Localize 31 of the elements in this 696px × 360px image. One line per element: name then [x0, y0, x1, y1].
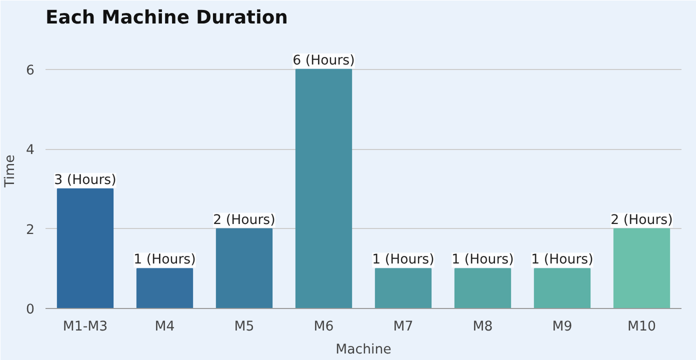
- bar: [295, 68, 352, 308]
- chart-title: Each Machine Duration: [46, 8, 288, 28]
- bar: [454, 268, 512, 308]
- y-axis-title: Time: [3, 154, 18, 188]
- bar: [56, 188, 114, 308]
- y-tick-label: 6: [26, 63, 35, 78]
- bar: [136, 268, 194, 308]
- data-label: 1 (Hours): [372, 252, 434, 268]
- x-tick-label: M4: [154, 320, 175, 334]
- bar: [216, 228, 273, 308]
- data-label: 2 (Hours): [213, 212, 276, 228]
- data-label: 2 (Hours): [610, 212, 673, 228]
- x-tick-label: M10: [628, 320, 656, 334]
- y-tick-label: 2: [26, 222, 35, 238]
- y-tick-label: 0: [26, 302, 35, 318]
- bar: [613, 228, 670, 308]
- x-tick-label: M7: [393, 320, 414, 334]
- data-label: 1 (Hours): [134, 252, 196, 268]
- bar: [374, 268, 432, 308]
- x-axis-title: Machine: [336, 342, 392, 358]
- data-label: 3 (Hours): [54, 172, 116, 188]
- x-tick-label: M5: [234, 320, 254, 334]
- data-label: 1 (Hours): [531, 252, 594, 268]
- x-tick-label: M8: [472, 320, 493, 334]
- bar: [534, 268, 591, 308]
- data-label: 1 (Hours): [452, 252, 514, 268]
- x-tick-label: M1-M3: [62, 320, 108, 334]
- y-tick-label: 4: [26, 143, 35, 158]
- x-tick-label: M6: [314, 320, 334, 334]
- x-tick-label: M9: [552, 320, 572, 334]
- data-label: 6 (Hours): [292, 53, 355, 68]
